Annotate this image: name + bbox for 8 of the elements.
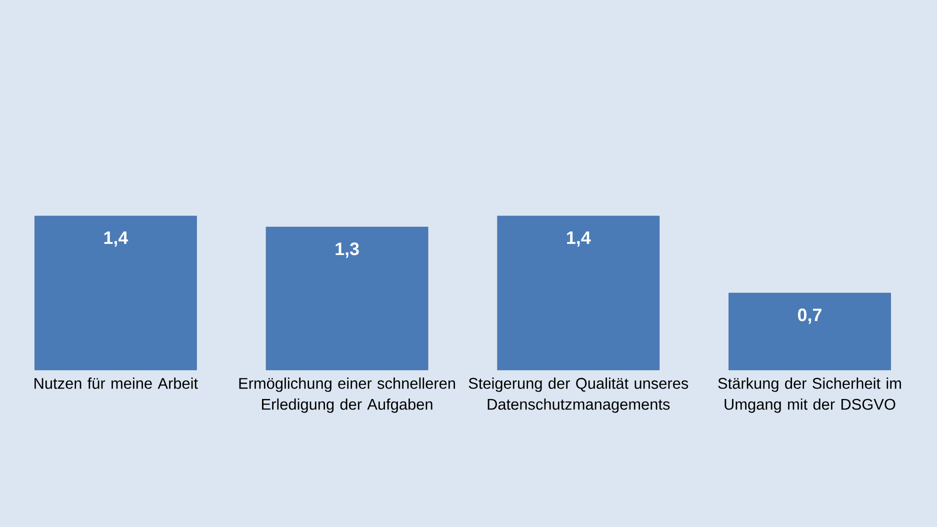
- x-tick-label: Nutzen für meine Arbeit: [34, 378, 198, 389]
- data-label: 1,4: [104, 232, 128, 247]
- data-label: 1,4: [567, 232, 591, 247]
- x-tick-label: Ermöglichung einer schnelleren Erledigung der Aufgaben: [239, 378, 455, 413]
- data-label: 1,3: [336, 242, 359, 258]
- x-tick-label: Stärkung der Sicherheit im Umgang mit der DSGVO: [718, 378, 901, 413]
- x-tick-label: Steigerung der Qualität unseres Datenschutzmanagements: [468, 378, 688, 413]
- data-label: 0,7: [798, 308, 822, 324]
